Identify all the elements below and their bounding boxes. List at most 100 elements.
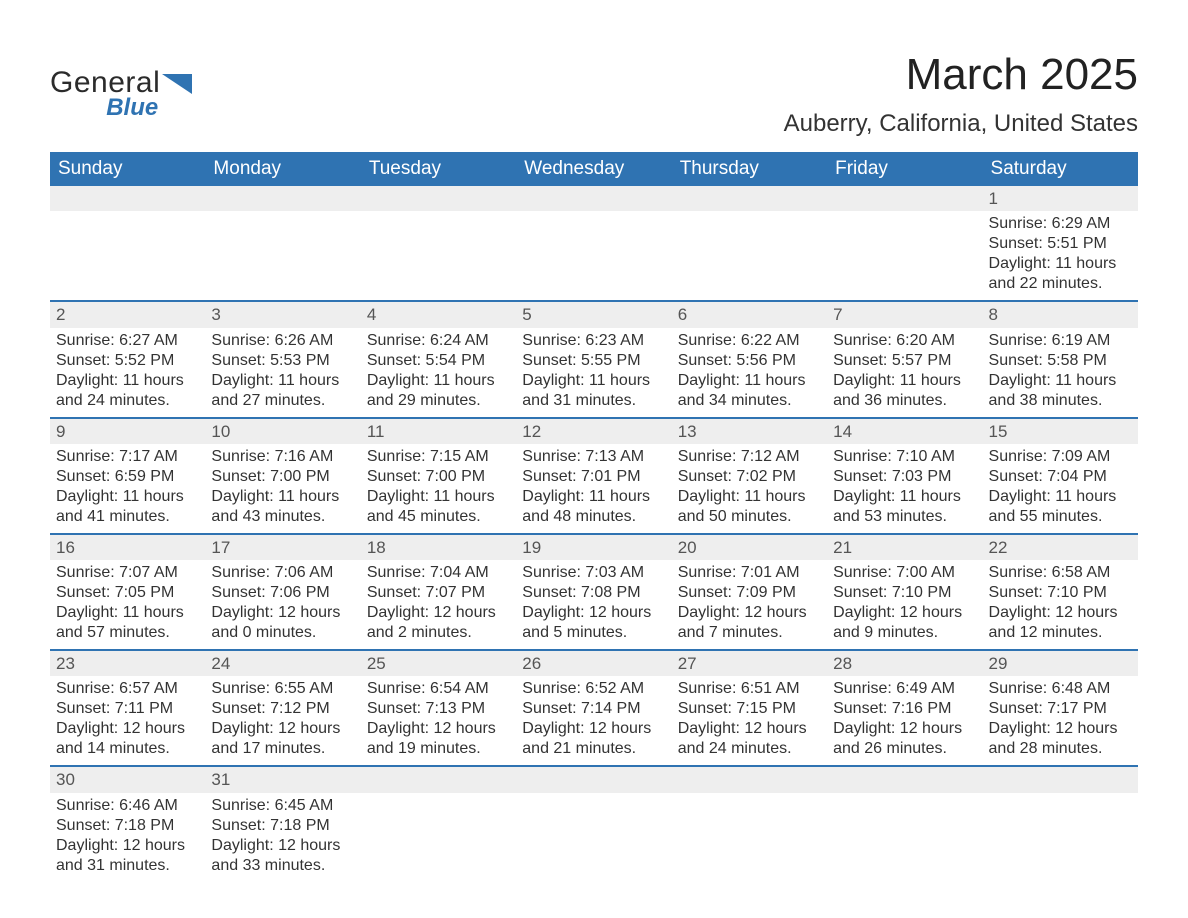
page-header: General Blue March 2025 Auberry, Califor… bbox=[50, 50, 1138, 138]
day2-text: and 5 minutes. bbox=[522, 623, 665, 643]
day-cell: Sunrise: 7:09 AMSunset: 7:04 PMDaylight:… bbox=[983, 444, 1138, 534]
day1-text: Daylight: 12 hours bbox=[989, 719, 1132, 739]
day-cell: Sunrise: 7:06 AMSunset: 7:06 PMDaylight:… bbox=[205, 560, 360, 650]
day1-text: Daylight: 11 hours bbox=[989, 487, 1132, 507]
day-number: 12 bbox=[516, 418, 671, 444]
day-cell: Sunrise: 6:48 AMSunset: 7:17 PMDaylight:… bbox=[983, 676, 1138, 766]
day-cell bbox=[205, 211, 360, 301]
day1-text: Daylight: 11 hours bbox=[367, 371, 510, 391]
day2-text: and 21 minutes. bbox=[522, 739, 665, 759]
sunrise-text: Sunrise: 6:26 AM bbox=[211, 331, 354, 351]
day-cell bbox=[672, 793, 827, 882]
day-cell: Sunrise: 7:16 AMSunset: 7:00 PMDaylight:… bbox=[205, 444, 360, 534]
day-number: 15 bbox=[983, 418, 1138, 444]
day-cell bbox=[361, 793, 516, 882]
sunset-text: Sunset: 5:56 PM bbox=[678, 351, 821, 371]
weekday-header: Monday bbox=[205, 152, 360, 186]
day-content-row: Sunrise: 6:57 AMSunset: 7:11 PMDaylight:… bbox=[50, 676, 1138, 766]
day2-text: and 33 minutes. bbox=[211, 856, 354, 876]
day-number-row: 1 bbox=[50, 186, 1138, 211]
day-number: 2 bbox=[50, 301, 205, 327]
day2-text: and 48 minutes. bbox=[522, 507, 665, 527]
day1-text: Daylight: 12 hours bbox=[211, 719, 354, 739]
day-cell: Sunrise: 6:24 AMSunset: 5:54 PMDaylight:… bbox=[361, 328, 516, 418]
day-number: 28 bbox=[827, 650, 982, 676]
day-content-row: Sunrise: 6:29 AMSunset: 5:51 PMDaylight:… bbox=[50, 211, 1138, 301]
day2-text: and 45 minutes. bbox=[367, 507, 510, 527]
sunrise-text: Sunrise: 6:29 AM bbox=[989, 214, 1132, 234]
weekday-header: Wednesday bbox=[516, 152, 671, 186]
day2-text: and 34 minutes. bbox=[678, 391, 821, 411]
day-number: 7 bbox=[827, 301, 982, 327]
sunrise-text: Sunrise: 7:04 AM bbox=[367, 563, 510, 583]
day1-text: Daylight: 11 hours bbox=[211, 487, 354, 507]
day2-text: and 9 minutes. bbox=[833, 623, 976, 643]
day2-text: and 2 minutes. bbox=[367, 623, 510, 643]
weekday-header: Sunday bbox=[50, 152, 205, 186]
day-number: 18 bbox=[361, 534, 516, 560]
sunrise-text: Sunrise: 7:12 AM bbox=[678, 447, 821, 467]
day1-text: Daylight: 11 hours bbox=[833, 371, 976, 391]
day-cell: Sunrise: 6:29 AMSunset: 5:51 PMDaylight:… bbox=[983, 211, 1138, 301]
day-cell: Sunrise: 6:23 AMSunset: 5:55 PMDaylight:… bbox=[516, 328, 671, 418]
day-number: 4 bbox=[361, 301, 516, 327]
sunset-text: Sunset: 7:02 PM bbox=[678, 467, 821, 487]
day2-text: and 29 minutes. bbox=[367, 391, 510, 411]
day-cell: Sunrise: 7:07 AMSunset: 7:05 PMDaylight:… bbox=[50, 560, 205, 650]
sunset-text: Sunset: 7:01 PM bbox=[522, 467, 665, 487]
day-cell: Sunrise: 6:46 AMSunset: 7:18 PMDaylight:… bbox=[50, 793, 205, 882]
sunset-text: Sunset: 7:10 PM bbox=[833, 583, 976, 603]
sunrise-text: Sunrise: 6:54 AM bbox=[367, 679, 510, 699]
day2-text: and 12 minutes. bbox=[989, 623, 1132, 643]
day-number: 10 bbox=[205, 418, 360, 444]
sunset-text: Sunset: 6:59 PM bbox=[56, 467, 199, 487]
day-number: 8 bbox=[983, 301, 1138, 327]
day1-text: Daylight: 12 hours bbox=[522, 603, 665, 623]
weekday-header: Tuesday bbox=[361, 152, 516, 186]
day1-text: Daylight: 12 hours bbox=[678, 603, 821, 623]
day2-text: and 55 minutes. bbox=[989, 507, 1132, 527]
day-content-row: Sunrise: 7:17 AMSunset: 6:59 PM Daylight:… bbox=[50, 444, 1138, 534]
day-number-row: 9101112131415 bbox=[50, 418, 1138, 444]
sunrise-text: Sunrise: 7:07 AM bbox=[56, 563, 199, 583]
day-cell: Sunrise: 6:57 AMSunset: 7:11 PMDaylight:… bbox=[50, 676, 205, 766]
sunset-text: Sunset: 7:18 PM bbox=[56, 816, 199, 836]
day-number: 22 bbox=[983, 534, 1138, 560]
day-cell: Sunrise: 7:12 AMSunset: 7:02 PMDaylight:… bbox=[672, 444, 827, 534]
sunset-text: Sunset: 7:18 PM bbox=[211, 816, 354, 836]
day-number bbox=[672, 766, 827, 792]
day1-text: Daylight: 12 hours bbox=[833, 719, 976, 739]
day2-text: and 24 minutes. bbox=[678, 739, 821, 759]
day-number bbox=[827, 186, 982, 211]
sunrise-text: Sunrise: 7:06 AM bbox=[211, 563, 354, 583]
day1-text: Daylight: 11 hours bbox=[989, 254, 1132, 274]
day2-text: and 17 minutes. bbox=[211, 739, 354, 759]
brand-logo: General Blue bbox=[50, 50, 196, 120]
brand-part2: Blue bbox=[50, 96, 160, 120]
sunset-text: Sunset: 7:05 PM bbox=[56, 583, 199, 603]
location-subtitle: Auberry, California, United States bbox=[784, 110, 1138, 138]
day-cell: Sunrise: 7:01 AMSunset: 7:09 PMDaylight:… bbox=[672, 560, 827, 650]
day1-text: Daylight: 12 hours bbox=[211, 603, 354, 623]
day-number bbox=[361, 186, 516, 211]
sunset-text: Sunset: 5:58 PM bbox=[989, 351, 1132, 371]
sunset-text: Sunset: 7:06 PM bbox=[211, 583, 354, 603]
weekday-header: Friday bbox=[827, 152, 982, 186]
sunrise-text: Sunrise: 7:13 AM bbox=[522, 447, 665, 467]
day2-text: and 14 minutes. bbox=[56, 739, 199, 759]
day1-text: Daylight: 11 hours bbox=[522, 371, 665, 391]
day-number: 21 bbox=[827, 534, 982, 560]
day-cell: Sunrise: 6:19 AMSunset: 5:58 PMDaylight:… bbox=[983, 328, 1138, 418]
calendar-body: 1Sunrise: 6:29 AMSunset: 5:51 PMDaylight… bbox=[50, 186, 1138, 882]
sunrise-text: Sunrise: 7:15 AM bbox=[367, 447, 510, 467]
sunrise-text: Sunrise: 6:20 AM bbox=[833, 331, 976, 351]
day-number: 16 bbox=[50, 534, 205, 560]
day-number: 9 bbox=[50, 418, 205, 444]
day-number-row: 2345678 bbox=[50, 301, 1138, 327]
sunrise-text: Sunrise: 6:57 AM bbox=[56, 679, 199, 699]
day2-text: and 0 minutes. bbox=[211, 623, 354, 643]
sunrise-text: Sunrise: 7:01 AM bbox=[678, 563, 821, 583]
day2-text: and 43 minutes. bbox=[211, 507, 354, 527]
sunrise-text: Sunrise: 7:17 AM bbox=[56, 447, 199, 467]
day-number-row: 3031 bbox=[50, 766, 1138, 792]
